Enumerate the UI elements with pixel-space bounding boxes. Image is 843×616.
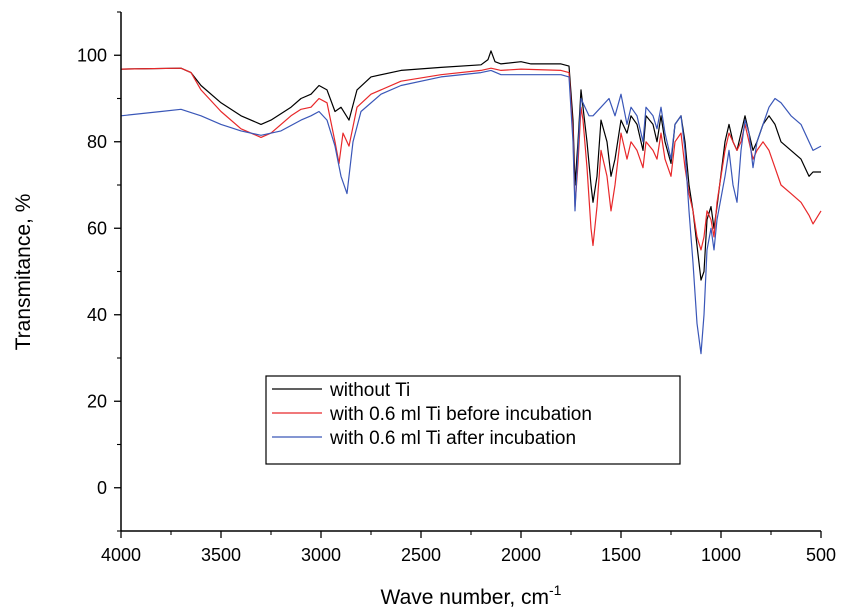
series-line-3 (120, 69, 822, 355)
x-axis-title-superscript: -1 (549, 582, 562, 598)
series-line-1 (120, 50, 821, 281)
legend-box (265, 375, 681, 465)
x-tick-label: 2500 (401, 545, 441, 565)
y-tick-label: 20 (87, 391, 107, 411)
x-tick-label: 1000 (701, 545, 741, 565)
x-tick-label: 3000 (301, 545, 341, 565)
y-tick-label: 60 (87, 218, 107, 238)
ticks: 4000 3500 3000 2500 2000 1500 1000 500 0 20 40 60 80… (77, 11, 836, 565)
y-axis-title: Transmitance, % (12, 194, 35, 351)
legend: without Ti with 0.6 ml Ti before incubati… (265, 375, 681, 465)
y-tick-label: 0 (97, 478, 107, 498)
plot-area (120, 50, 822, 355)
x-tick-label: 4000 (101, 545, 141, 565)
legend-label-2: with 0.6 ml Ti before incubation (329, 404, 592, 425)
legend-label-3: with 0.6 ml Ti after incubation (329, 428, 576, 449)
x-tick-label: 2000 (501, 545, 541, 565)
legend-label-1: without Ti (329, 380, 410, 401)
x-tick-label: 3500 (201, 545, 241, 565)
series-line-2 (120, 67, 822, 251)
y-tick-label: 40 (87, 305, 107, 325)
x-axis-title: Wave number, cm-1 (381, 582, 562, 609)
x-tick-label: 500 (806, 545, 836, 565)
y-tick-label: 80 (87, 132, 107, 152)
x-tick-label: 1500 (601, 545, 641, 565)
y-tick-label: 100 (77, 45, 107, 65)
x-axis-title-main: Wave number, cm (381, 586, 549, 609)
